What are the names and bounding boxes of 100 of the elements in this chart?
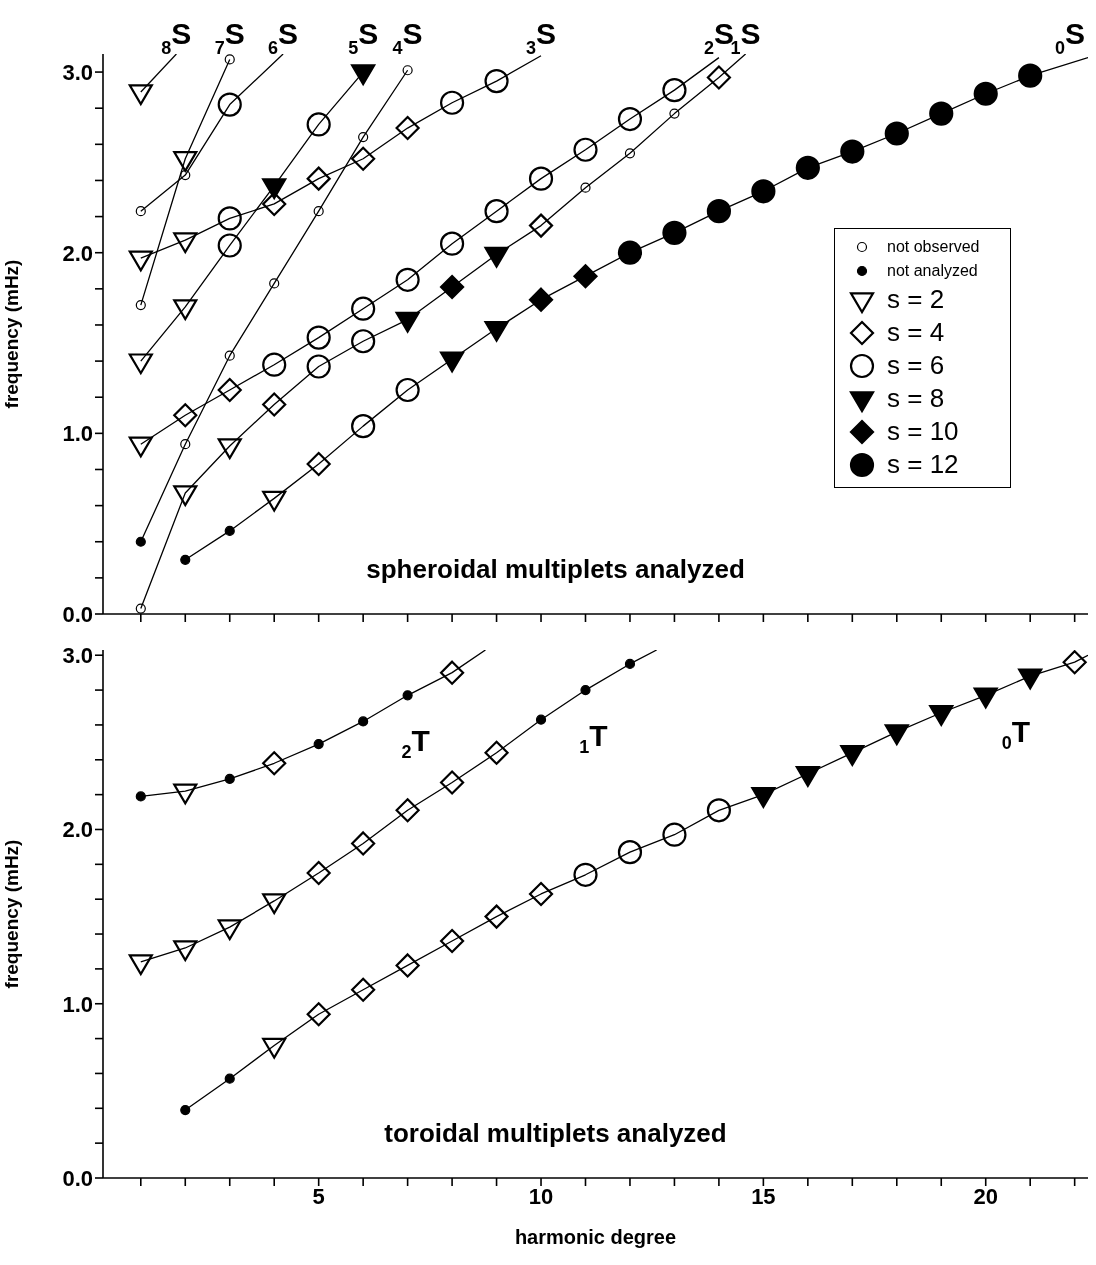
point — [662, 220, 687, 245]
point — [439, 90, 465, 115]
point — [439, 928, 465, 954]
point — [351, 296, 376, 321]
point — [706, 199, 731, 224]
y-tick-label: 3.0 — [62, 643, 93, 669]
point — [706, 65, 731, 90]
series-label: $_{8}$S — [161, 17, 192, 58]
point — [262, 352, 287, 377]
text: spheroidal multiplets analyzed — [366, 554, 745, 585]
legend-label: s = 6 — [887, 350, 945, 381]
point — [395, 798, 420, 823]
series-label: $_{7}$S — [214, 17, 245, 58]
point — [351, 831, 376, 856]
y-tick-label: 2.0 — [62, 240, 93, 266]
point — [840, 139, 865, 164]
point — [217, 206, 242, 231]
legend-label: not analyzed — [887, 262, 978, 280]
point — [217, 377, 242, 403]
x-axis-title: harmonic degree — [514, 1226, 677, 1248]
point — [617, 106, 643, 132]
point — [929, 101, 954, 126]
series-label: $_{0}$S — [1054, 17, 1086, 58]
y-tick-label: 2.0 — [62, 817, 93, 843]
point — [484, 740, 509, 765]
point — [135, 206, 146, 217]
point — [795, 155, 820, 180]
point — [262, 751, 287, 776]
legend-label: not observed — [887, 238, 980, 256]
point — [1062, 650, 1087, 675]
series-label: $_{3}$S — [526, 17, 557, 58]
point — [573, 137, 598, 162]
point — [135, 603, 146, 614]
point — [173, 403, 198, 428]
y-tick-label: 1.0 — [62, 991, 93, 1017]
series-label: $_{6}$S — [268, 17, 299, 58]
series-label: $_{4}$S — [392, 17, 423, 58]
point — [528, 287, 554, 312]
y-tick-label: 0.0 — [62, 601, 93, 627]
series-label: $_{5}$S — [348, 17, 379, 58]
point — [528, 166, 554, 191]
point — [306, 354, 331, 379]
point — [662, 822, 687, 847]
point — [439, 231, 465, 256]
point — [351, 977, 376, 1002]
y-tick-label: 0.0 — [62, 1165, 93, 1191]
legend-label: s = 12 — [887, 449, 959, 480]
point — [484, 69, 509, 94]
point — [351, 414, 376, 439]
point — [224, 54, 235, 65]
point — [573, 264, 598, 289]
point — [439, 274, 465, 300]
point — [395, 115, 420, 141]
point — [351, 146, 376, 171]
x-tick-label: 10 — [528, 1183, 554, 1209]
point — [884, 121, 909, 146]
x-tick-label: 20 — [973, 1183, 998, 1209]
x-tick-label: 5 — [312, 1183, 325, 1209]
legend-label: s = 4 — [887, 317, 945, 348]
text: toroidal multiplets analyzed — [384, 1118, 727, 1149]
point — [439, 660, 465, 685]
point — [135, 536, 146, 547]
point — [262, 392, 287, 417]
annotation: $_{2}$T — [401, 724, 430, 763]
point — [617, 840, 643, 865]
y-axis-title: frequency (mHz) — [0, 259, 22, 409]
point — [573, 862, 598, 887]
legend-label: s = 8 — [887, 383, 945, 414]
legend-label: s = 10 — [887, 416, 959, 447]
point — [217, 233, 242, 258]
point — [306, 451, 331, 477]
point — [402, 65, 413, 76]
point — [484, 199, 509, 224]
legend-label: s = 2 — [887, 284, 945, 315]
point — [135, 791, 146, 802]
point — [306, 325, 331, 350]
point — [528, 881, 554, 907]
point — [617, 240, 643, 265]
point — [351, 329, 376, 354]
point — [439, 770, 465, 795]
x-tick-label: 15 — [751, 1183, 776, 1209]
point — [1018, 63, 1043, 88]
point — [306, 166, 331, 191]
point — [135, 300, 146, 311]
point — [395, 953, 420, 978]
point — [306, 1002, 331, 1027]
annotation: $_{1}$T — [579, 719, 608, 757]
point — [306, 112, 331, 137]
annotation: $_{0}$T — [1001, 714, 1031, 753]
point — [306, 860, 331, 886]
point — [395, 377, 420, 403]
point — [217, 92, 242, 117]
point — [973, 81, 998, 106]
y-tick-label: 3.0 — [62, 59, 93, 85]
point — [662, 78, 687, 103]
y-tick-label: 1.0 — [62, 421, 93, 447]
point — [528, 213, 554, 238]
point — [180, 1104, 191, 1116]
point — [484, 904, 509, 929]
point — [706, 798, 731, 823]
